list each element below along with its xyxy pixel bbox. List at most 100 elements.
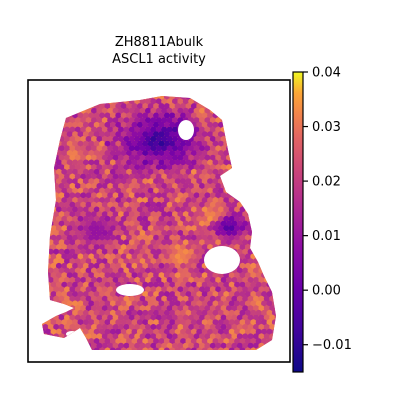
tissue-spot <box>239 225 246 232</box>
tissue-spot <box>258 324 265 330</box>
tissue-spot <box>207 319 214 326</box>
tissue-spot <box>193 314 200 321</box>
colorbar-tick-label: 0.04 <box>312 66 341 81</box>
tissue-spot <box>269 183 276 189</box>
tissue-spot <box>101 230 108 236</box>
tissue-spot <box>244 244 251 251</box>
tissue-spot <box>120 328 127 335</box>
tissue-spot <box>253 267 259 274</box>
tissue-spot <box>74 295 81 302</box>
tissue-spot <box>234 159 241 166</box>
tissue-spot <box>190 300 197 307</box>
tissue-spot <box>274 248 276 255</box>
tissue-spot <box>123 183 130 189</box>
tissue-spot <box>223 159 230 166</box>
tissue-spot <box>88 131 95 138</box>
tissue-spot <box>104 121 111 128</box>
tissue-spot <box>277 254 283 260</box>
tissue-spot <box>93 140 100 147</box>
tissue-spot <box>253 220 259 227</box>
tissue-spot <box>185 178 192 185</box>
tissue-spot <box>99 309 106 316</box>
tissue-spot <box>163 121 170 128</box>
tissue-spot <box>163 234 170 241</box>
tissue-spot <box>50 291 57 298</box>
tissue-spot <box>239 150 246 157</box>
tissue-spot <box>131 187 138 194</box>
tissue-spot <box>118 230 124 236</box>
tissue-spot <box>182 239 189 246</box>
tissue-spot <box>96 324 103 330</box>
tissue-spot <box>85 267 92 274</box>
tissue-spot <box>277 310 283 316</box>
tissue-spot <box>99 112 106 119</box>
tissue-spot <box>255 215 262 222</box>
tissue-spot <box>207 159 214 166</box>
tissue-spot <box>231 145 238 152</box>
tissue-spot <box>253 352 259 358</box>
tissue-spot <box>72 291 79 298</box>
tissue-spot <box>185 262 192 269</box>
tissue-spot <box>228 140 235 147</box>
tissue-spot <box>131 215 138 222</box>
tissue-spot <box>99 131 106 138</box>
tissue-spot <box>153 309 160 316</box>
tissue-spot <box>72 168 79 175</box>
tissue-spot <box>77 225 84 232</box>
tissue-spot <box>80 164 87 171</box>
tissue-spot <box>72 262 79 269</box>
tissue-spot <box>42 300 46 307</box>
tissue-spot <box>42 291 46 298</box>
tissue-spot <box>215 333 222 340</box>
tissue-spot <box>161 277 168 283</box>
tissue-spot <box>72 140 79 147</box>
tissue-spot <box>58 333 65 340</box>
tissue-spot <box>136 272 143 279</box>
tissue-spot <box>250 262 257 269</box>
tissue-spot <box>261 112 268 119</box>
tissue-spot <box>261 328 268 335</box>
tissue-spot <box>244 309 251 316</box>
tissue-spot <box>134 154 141 161</box>
tissue-spot <box>188 352 194 358</box>
tissue-spot <box>182 286 189 293</box>
tissue-spot <box>242 295 249 302</box>
tissue-spot <box>274 154 276 161</box>
tissue-spot <box>209 154 216 161</box>
tissue-spot <box>120 300 127 307</box>
tissue-spot <box>163 272 170 279</box>
tissue-spot <box>209 192 216 199</box>
tissue-spot <box>118 145 124 152</box>
tissue-spot <box>277 263 283 269</box>
tissue-spot <box>266 197 273 204</box>
tissue-spot <box>231 286 238 293</box>
tissue-spot <box>77 262 84 269</box>
tissue-spot <box>266 309 273 316</box>
tissue-spot <box>96 107 103 114</box>
tissue-spot <box>244 121 251 128</box>
tissue-spot <box>150 324 157 330</box>
tissue-spot <box>64 248 70 255</box>
tissue-spot <box>101 117 108 124</box>
tissue-spot <box>134 267 141 274</box>
tissue-spot <box>72 319 79 326</box>
tissue-spot <box>147 234 154 241</box>
tissue-spot <box>239 121 246 128</box>
tissue-spot <box>269 107 276 114</box>
tissue-spot <box>153 234 160 241</box>
tissue-spot <box>80 117 87 124</box>
tissue-spot <box>93 225 100 232</box>
tissue-spot <box>223 338 230 345</box>
tissue-spot <box>277 225 283 231</box>
tissue-spot <box>145 145 151 152</box>
tissue-spot <box>136 178 143 185</box>
tissue-spot <box>223 291 230 298</box>
tissue-spot <box>107 352 113 358</box>
tissue-spot <box>209 230 216 236</box>
tissue-spot <box>207 225 214 232</box>
tissue-spot <box>163 347 170 350</box>
tissue-spot <box>258 117 265 124</box>
tissue-spot <box>182 230 189 236</box>
tissue-spot <box>209 305 216 312</box>
tissue-spot <box>261 159 268 166</box>
